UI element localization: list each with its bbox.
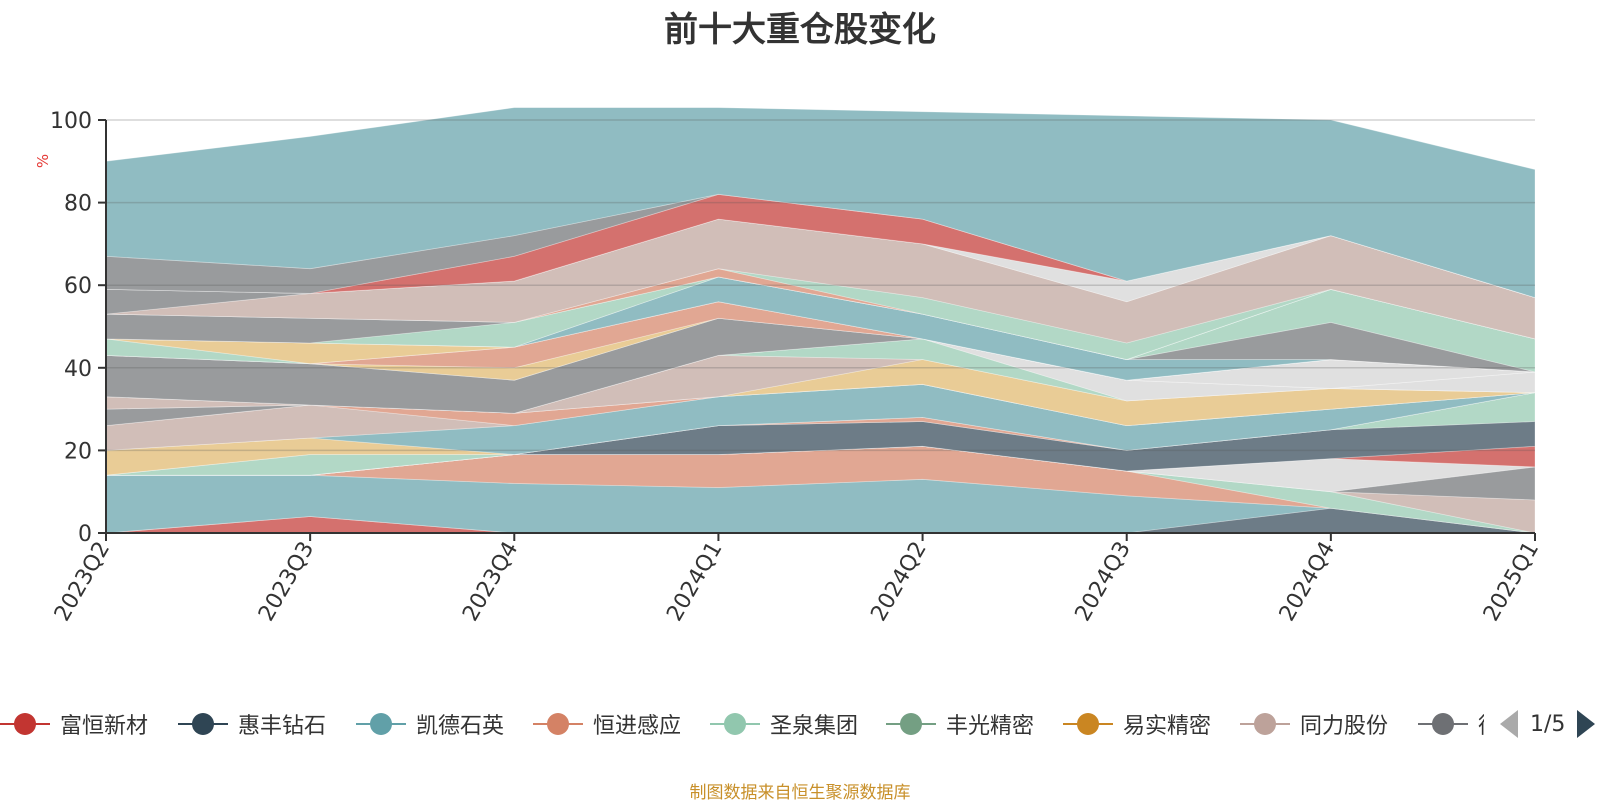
area-series-10[interactable]	[106, 421, 1536, 476]
y-tick-label: 20	[64, 439, 92, 464]
legend-page-indicator: 1/5	[1530, 711, 1566, 737]
legend-label: 惠丰钻石	[238, 714, 327, 739]
x-tick-label: 2023Q2	[50, 538, 115, 626]
legend: 富恒新材 惠丰钻石 凯德石英 恒进感应 圣泉集团 丰光精密 易实精密 同力股份 德 1/5	[0, 704, 1600, 744]
area-series-group	[105, 107, 1536, 534]
y-tick-label: 0	[78, 522, 92, 547]
area-series-30[interactable]	[105, 276, 1536, 373]
legend-item[interactable]: 恒进感应	[533, 704, 681, 744]
legend-label: 恒进感应	[593, 714, 682, 739]
area-series-39[interactable]	[105, 107, 1536, 299]
legend-item[interactable]: 德	[1418, 704, 1484, 744]
legend-marker-icon	[178, 704, 228, 744]
x-tick-label: 2023Q4	[458, 538, 523, 626]
x-tick-label: 2024Q1	[662, 538, 727, 626]
legend-marker-icon	[1240, 704, 1290, 744]
legend-label: 圣泉集团	[770, 714, 859, 739]
y-tick-label: 80	[64, 192, 92, 217]
area-series-21[interactable]	[105, 338, 1536, 414]
legend-next-page-icon[interactable]	[1577, 710, 1596, 738]
chart-title: 前十大重仓股变化	[664, 10, 936, 50]
area-series-22[interactable]	[105, 317, 1536, 414]
area-series-15[interactable]	[105, 383, 1536, 451]
legend-item[interactable]: 同力股份	[1240, 704, 1388, 744]
x-tick-label: 2023Q3	[254, 538, 319, 626]
legend-label: 同力股份	[1300, 714, 1389, 739]
legend-pager: 1/5	[1500, 704, 1596, 744]
legend-item[interactable]: 丰光精密	[886, 704, 1034, 744]
area-series-13[interactable]	[105, 392, 1536, 476]
legend-item[interactable]: 易实精密	[1063, 704, 1211, 744]
legend-item[interactable]: 凯德石英	[356, 704, 504, 744]
legend-marker-icon	[1063, 704, 1113, 744]
legend-prev-page-icon[interactable]	[1500, 710, 1518, 738]
legend-label: 德	[1478, 708, 1484, 740]
legend-item[interactable]: 惠丰钻石	[178, 704, 326, 744]
legend-marker-icon	[1418, 704, 1468, 744]
legend-label: 丰光精密	[946, 714, 1035, 739]
legend-label: 易实精密	[1123, 714, 1212, 739]
y-tick-label: 60	[64, 274, 92, 299]
x-tick-label: 2024Q4	[1275, 538, 1340, 626]
legend-marker-icon	[356, 704, 406, 744]
legend-items: 富恒新材 惠丰钻石 凯德石英 恒进感应 圣泉集团 丰光精密 易实精密 同力股份 德	[0, 704, 1484, 744]
legend-item[interactable]: 圣泉集团	[710, 704, 858, 744]
legend-marker-icon	[533, 704, 583, 744]
source-note: 制图数据来自恒生聚源数据库	[689, 783, 911, 803]
area-series-34[interactable]	[105, 218, 1536, 344]
legend-label: 凯德石英	[416, 714, 505, 739]
y-tick-label: 40	[64, 357, 92, 382]
x-tick-label: 2024Q3	[1071, 538, 1136, 626]
x-tick-label: 2024Q2	[866, 538, 931, 626]
legend-label: 富恒新材	[60, 714, 149, 739]
legend-item[interactable]: 富恒新材	[0, 704, 148, 744]
stacked-area-chart: 0 20 40 60 80 100 2023Q2 2023Q3 2023Q4 2024Q1 2024…	[50, 107, 1544, 626]
x-tick-label: 2025Q1	[1479, 538, 1544, 626]
legend-marker-icon	[886, 704, 936, 744]
legend-marker-icon	[0, 704, 50, 744]
y-tick-label: 100	[50, 109, 92, 134]
legend-marker-icon	[710, 704, 760, 744]
